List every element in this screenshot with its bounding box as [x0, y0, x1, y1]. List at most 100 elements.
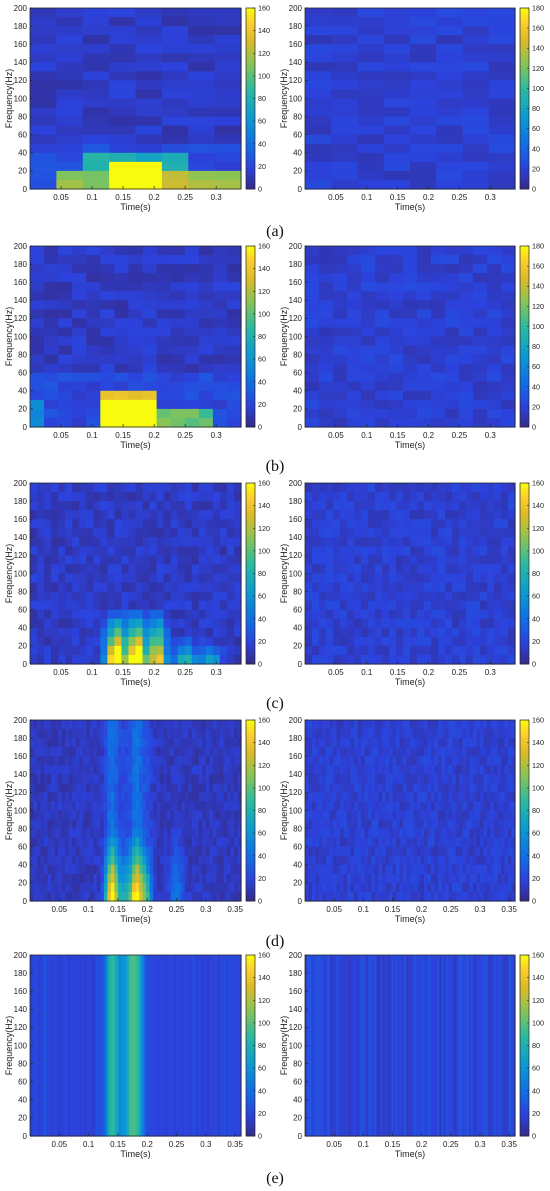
heatmap-cell — [128, 528, 137, 538]
heatmap-cell — [209, 828, 214, 839]
heatmap-cell — [68, 891, 73, 902]
heatmap-cell — [219, 573, 228, 584]
heatmap-cell — [184, 645, 193, 656]
heatmap-cell — [68, 864, 73, 875]
heatmap-cell — [382, 510, 390, 520]
heatmap-cell — [333, 354, 348, 365]
heatmap-cell — [170, 591, 179, 602]
heatmap-cell — [333, 264, 348, 274]
heatmap-cell — [347, 774, 352, 784]
heatmap-cell — [438, 492, 446, 502]
heatmap-cell — [212, 372, 228, 383]
heatmap-cell — [107, 564, 115, 575]
heatmap-cell — [392, 738, 397, 748]
heatmap-cell — [230, 882, 235, 893]
heatmap-cell — [82, 116, 110, 127]
heatmap-cell — [501, 408, 516, 419]
heatmap-cell — [389, 636, 397, 647]
heatmap-cell — [131, 882, 137, 893]
heatmap-cell — [501, 783, 506, 793]
heatmap-cell — [37, 573, 45, 584]
colorbar-tick-label: 160 — [532, 262, 544, 271]
heatmap-cell — [431, 408, 446, 419]
colorbar-segment — [246, 732, 255, 736]
colorbar-segment — [520, 74, 529, 78]
heatmap-cell — [319, 609, 327, 620]
heatmap-cell — [86, 501, 94, 511]
heatmap-cell — [420, 747, 425, 757]
heatmap-cell — [219, 819, 225, 830]
heatmap-cell — [441, 765, 446, 775]
heatmap-cell — [466, 783, 471, 793]
heatmap-cell — [501, 564, 509, 575]
heatmap-cell — [508, 792, 513, 803]
colorbar-segment — [520, 609, 529, 614]
colorbar-segment — [246, 98, 255, 103]
heatmap-cell — [223, 846, 228, 857]
y-tick-label: 100 — [14, 94, 28, 103]
heatmap-cell — [214, 71, 242, 81]
heatmap-cell — [343, 837, 348, 848]
heatmap-cell — [128, 390, 144, 401]
heatmap-cell — [44, 618, 52, 629]
heatmap-cell — [47, 837, 52, 848]
heatmap-cell — [378, 828, 383, 839]
colorbar-segment — [520, 155, 529, 160]
heatmap-cell — [452, 501, 460, 511]
heatmap-cell — [177, 891, 182, 902]
heatmap-cell — [487, 582, 495, 593]
heatmap-cell — [188, 891, 193, 902]
heatmap-cell — [68, 810, 73, 821]
heatmap-cell — [417, 756, 422, 766]
heatmap-cell — [65, 810, 70, 821]
heatmap-cell — [459, 528, 467, 538]
heatmap-cell — [37, 555, 45, 566]
heatmap-cell — [403, 645, 411, 656]
heatmap-cell — [340, 492, 348, 502]
colorbar-segment — [246, 38, 255, 42]
heatmap-cell — [410, 801, 415, 812]
heatmap-cell — [378, 720, 383, 730]
heatmap-cell — [427, 819, 432, 830]
heatmap-cell — [40, 828, 45, 839]
heatmap-cell — [410, 600, 418, 611]
heatmap-cell — [82, 828, 87, 839]
heatmap-cell — [431, 792, 436, 803]
colorbar-segment — [520, 95, 529, 99]
y-tick-label: 20 — [18, 879, 27, 888]
colorbar-segment — [520, 579, 529, 584]
heatmap-cell — [452, 591, 460, 602]
heatmap-cell — [72, 582, 80, 593]
heatmap-cell — [142, 510, 151, 520]
heatmap-cell — [124, 855, 130, 866]
heatmap-cell — [93, 810, 98, 821]
heatmap-cell — [198, 399, 214, 410]
heatmap-cell — [110, 846, 115, 857]
heatmap-cell — [305, 501, 313, 511]
heatmap-cell — [501, 510, 509, 520]
heatmap-cell — [214, 35, 242, 45]
heatmap-cell — [347, 345, 362, 356]
heatmap-cell — [124, 810, 130, 821]
heatmap-cell — [205, 555, 214, 566]
heatmap-cell — [237, 765, 242, 775]
heatmap-cell — [167, 747, 172, 757]
heatmap-cell — [198, 855, 203, 866]
x-tick-label: 0.2 — [149, 193, 161, 202]
heatmap-cell — [315, 738, 320, 748]
colorbar-segment — [520, 420, 529, 425]
heatmap-cell — [226, 783, 232, 793]
heatmap-cell — [72, 390, 87, 401]
heatmap-cell — [483, 729, 488, 739]
heatmap-cell — [417, 792, 422, 803]
heatmap-cell — [319, 492, 327, 502]
heatmap-cell — [438, 537, 446, 547]
heatmap-cell — [51, 564, 59, 575]
heatmap-cell — [354, 774, 359, 784]
heatmap-cell — [86, 354, 101, 365]
heatmap-cell — [459, 810, 464, 821]
heatmap-cell — [469, 837, 474, 848]
heatmap-cell — [191, 828, 196, 839]
colorbar-segment — [246, 288, 255, 292]
heatmap-cell — [462, 107, 490, 118]
